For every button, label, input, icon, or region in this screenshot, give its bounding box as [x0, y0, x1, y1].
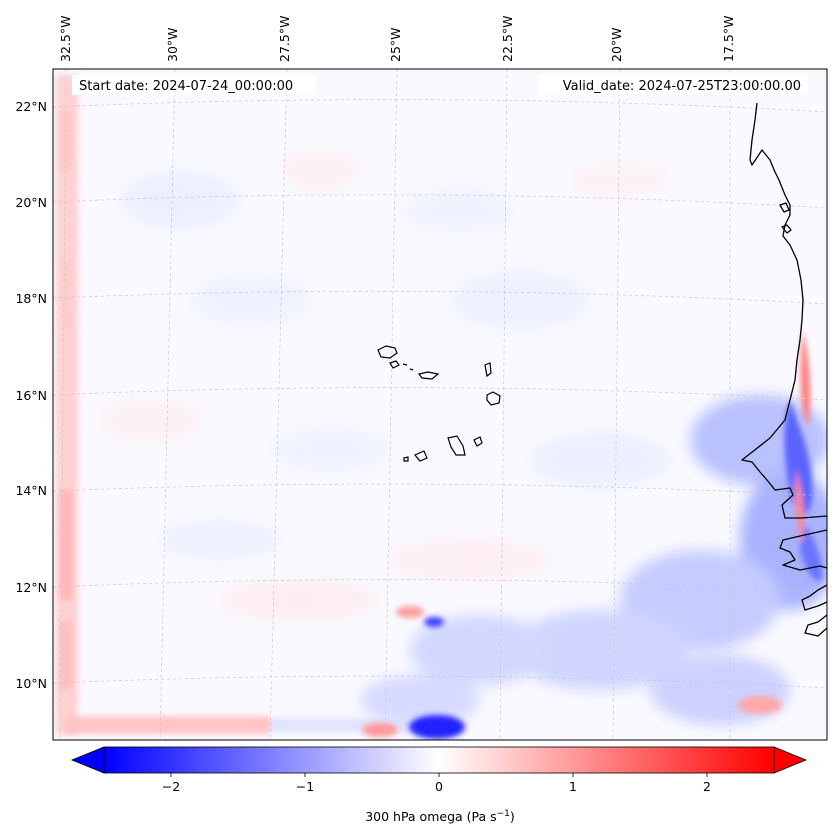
- lon-label-30w: 30°W: [165, 27, 180, 62]
- lat-label-22n: 22°N: [15, 99, 47, 114]
- lat-label-16n: 16°N: [15, 388, 47, 403]
- start-date-text: Start date: 2024-07-24_00:00:00: [79, 79, 293, 94]
- start-date-box: [72, 75, 316, 95]
- omega-field: [56, 75, 827, 739]
- lon-label-25w: 25°W: [388, 27, 403, 62]
- colorbar-gradient: [103, 746, 775, 774]
- coastline: [741, 102, 828, 637]
- colorbar-tick-label: 1: [569, 779, 577, 794]
- colorbar-tick-label: −1: [296, 779, 314, 794]
- colorbar-label: 300 hPa omega (Pa s−1): [365, 809, 515, 824]
- lon-label-32-5w: 32.5°W: [58, 16, 73, 62]
- valid-date-box: [538, 75, 808, 95]
- map-gridlines: [53, 69, 827, 740]
- colorbar-label-main: 300 hPa omega (Pa s: [365, 809, 496, 824]
- lon-label-22-5w: 22.5°W: [500, 16, 515, 62]
- colorbar-tick-label: −2: [162, 779, 180, 794]
- lat-labels: 22°N 20°N 18°N 16°N 14°N 12°N 10°N: [15, 99, 47, 691]
- lat-label-10n: 10°N: [15, 676, 47, 691]
- colorbar-label-exp: −1: [497, 809, 510, 819]
- colorbar-extend-max: [773, 746, 808, 774]
- lon-labels: 32.5°W 30°W 27.5°W 25°W 22.5°W 20°W 17.5…: [58, 16, 736, 62]
- valid-date-text: Valid_date: 2024-07-25T23:00:00.00: [563, 79, 801, 94]
- cape-verde-islands: [377, 345, 501, 462]
- colorbar-ticks: −2 −1 0 1 2: [162, 773, 711, 794]
- lat-label-20n: 20°N: [15, 195, 47, 210]
- lon-label-27-5w: 27.5°W: [277, 16, 292, 62]
- lon-label-20w: 20°W: [609, 27, 624, 62]
- colorbar-tick-label: 0: [435, 779, 443, 794]
- colorbar: −2 −1 0 1 2 300 hPa omega (Pa s−1): [70, 746, 808, 824]
- colorbar-extend-min: [70, 746, 105, 774]
- lat-label-12n: 12°N: [15, 580, 47, 595]
- map-panel: Start date: 2024-07-24_00:00:00 Valid_da…: [15, 16, 828, 741]
- lon-label-17-5w: 17.5°W: [721, 16, 736, 62]
- lat-label-14n: 14°N: [15, 483, 47, 498]
- colorbar-label-close: ): [510, 809, 515, 824]
- colorbar-tick-label: 2: [703, 779, 711, 794]
- lat-label-18n: 18°N: [15, 291, 47, 306]
- map-frame: [52, 68, 828, 741]
